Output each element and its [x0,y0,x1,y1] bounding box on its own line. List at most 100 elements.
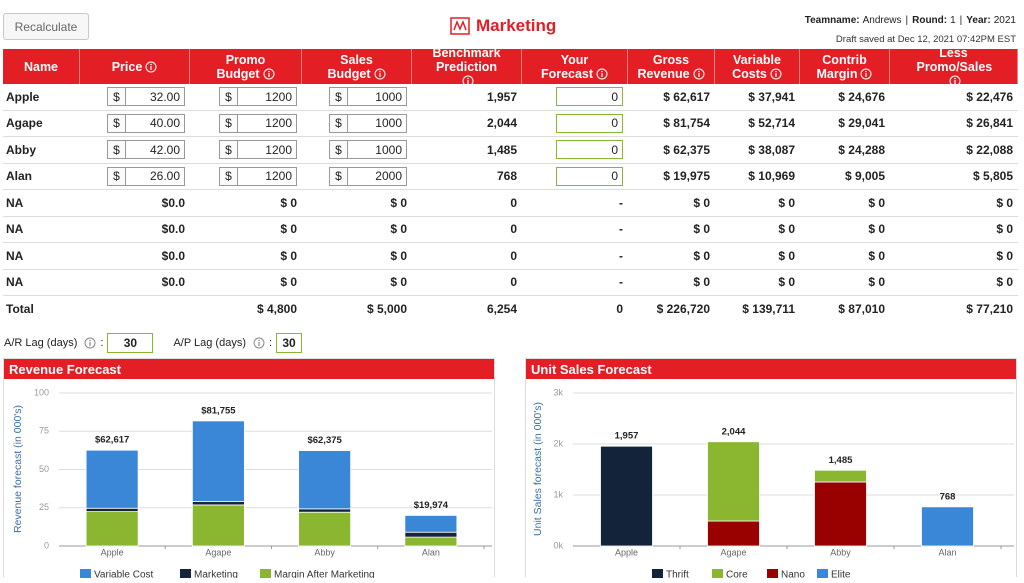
bar-segment [298,450,352,510]
ap-input[interactable]: 30 [276,333,303,353]
cell-value: $ 5,805 [972,169,1013,184]
table-cell: $ 37,941 [715,84,800,111]
bar-segment [191,504,245,547]
input-value: 0 [611,89,618,104]
table-cell: NA [3,217,80,243]
bar-total-label: 2,044 [722,426,746,437]
input-field[interactable]: 0 [556,113,623,133]
column-header: Your Forecast [522,49,628,84]
input-field[interactable]: 0 [556,87,623,107]
table-cell: Total [3,296,80,323]
cell-value: $ 0 [280,248,297,263]
currency-prefix: $ [220,141,238,159]
info-icon[interactable] [770,68,782,80]
table-cell: 0 [412,190,522,217]
currency-prefix: $ [108,141,126,159]
cell-value: $ 5,000 [366,302,407,317]
info-icon[interactable] [145,61,157,73]
currency-prefix: $ [220,167,238,185]
table-cell: $1000 [302,84,412,111]
table-cell: 0 [412,243,522,270]
input-field[interactable]: 0 [556,140,623,160]
info-icon[interactable] [860,68,872,80]
input-field[interactable]: $1200 [219,140,297,160]
input-field[interactable]: $2000 [329,166,407,186]
header-text: Your Forecast [538,53,612,81]
table-cell: $ 81,754 [628,111,715,137]
table-cell: - [522,190,628,217]
header-text: Name [23,59,59,74]
input-value: 0 [611,169,618,184]
bar-segment [298,508,352,513]
column-header: Sales Budget [302,49,412,84]
table-cell: $ 0 [890,270,1018,296]
cell-value: $ 0 [693,248,710,263]
cell-value: $ 22,088 [966,142,1013,157]
table-cell: $1200 [190,111,302,137]
input-field[interactable]: $1000 [329,140,407,160]
info-icon[interactable] [253,337,265,349]
input-field[interactable]: $26.00 [107,166,185,186]
currency-prefix: $ [108,88,126,106]
cell-value: $ 0 [778,275,795,290]
info-icon[interactable] [693,68,705,80]
info-icon[interactable] [949,75,961,87]
info-icon[interactable] [596,68,608,80]
info-icon[interactable] [374,68,386,80]
input-field[interactable]: 0 [556,166,623,186]
input-field[interactable]: $1000 [329,87,407,107]
cell-value: $ 0 [778,248,795,263]
table-cell: NA [3,270,80,296]
y-axis-title: Revenue forecast (in 000's) [12,405,24,533]
bar-total-label: 1,957 [615,431,639,442]
cell-value: $ 0 [868,195,885,210]
legend-label: Thrift [666,570,689,578]
bar-segment [404,515,458,533]
currency-prefix: $ [330,114,348,132]
info-icon[interactable] [84,337,96,349]
table-cell: $1000 [302,137,412,164]
header-text: Gross Revenue [634,53,708,81]
row-name: Agape [6,116,43,131]
table-cell: $ 0 [715,243,800,270]
ar-input[interactable]: 30 [107,333,154,353]
table-cell: Agape [3,111,80,137]
bar-segment [404,536,458,547]
table-cell: 0 [522,84,628,111]
cell-value: $ 0 [996,248,1013,263]
input-field[interactable]: $1200 [219,113,297,133]
cell-value: $0.0 [161,195,185,210]
row-name: Alan [6,169,33,184]
input-field[interactable]: $1000 [329,113,407,133]
bar-segment [814,469,867,483]
input-field[interactable]: $32.00 [107,87,185,107]
column-header: Price [80,49,190,84]
cell-value: $ 4,800 [256,302,297,317]
cell-value: $ 81,754 [663,116,710,131]
legend-swatch [260,569,271,578]
x-tick-label: Alan [422,547,440,557]
table-cell: $ 10,969 [715,164,800,190]
header-text: Variable Costs [732,52,782,81]
cell-value: $ 0 [996,222,1013,237]
cell-value: $ 37,941 [748,89,795,104]
input-value: 1200 [265,142,292,157]
table-cell: $ 9,005 [800,164,890,190]
table-cell: $ 0 [302,190,412,217]
legend-label: Elite [831,570,851,578]
input-field[interactable]: $1200 [219,87,297,107]
recalculate-button[interactable]: Recalculate [3,13,89,40]
column-header: Promo Budget [190,49,302,84]
currency-prefix: $ [108,167,126,185]
cell-value: $ 62,375 [663,142,710,157]
info-icon[interactable] [462,75,474,87]
table-cell: $ 0 [628,190,715,217]
input-field[interactable]: $1200 [219,166,297,186]
input-field[interactable]: $42.00 [107,140,185,160]
cell-value: 1,485 [486,142,517,157]
info-icon[interactable] [263,68,275,80]
table-cell: Alan [3,164,80,190]
unit-panel: Unit Sales Forecast 0k 1k 2k 3k Unit Sales fo… [525,358,1017,581]
table-cell: 1,957 [412,84,522,111]
input-field[interactable]: $40.00 [107,113,185,133]
